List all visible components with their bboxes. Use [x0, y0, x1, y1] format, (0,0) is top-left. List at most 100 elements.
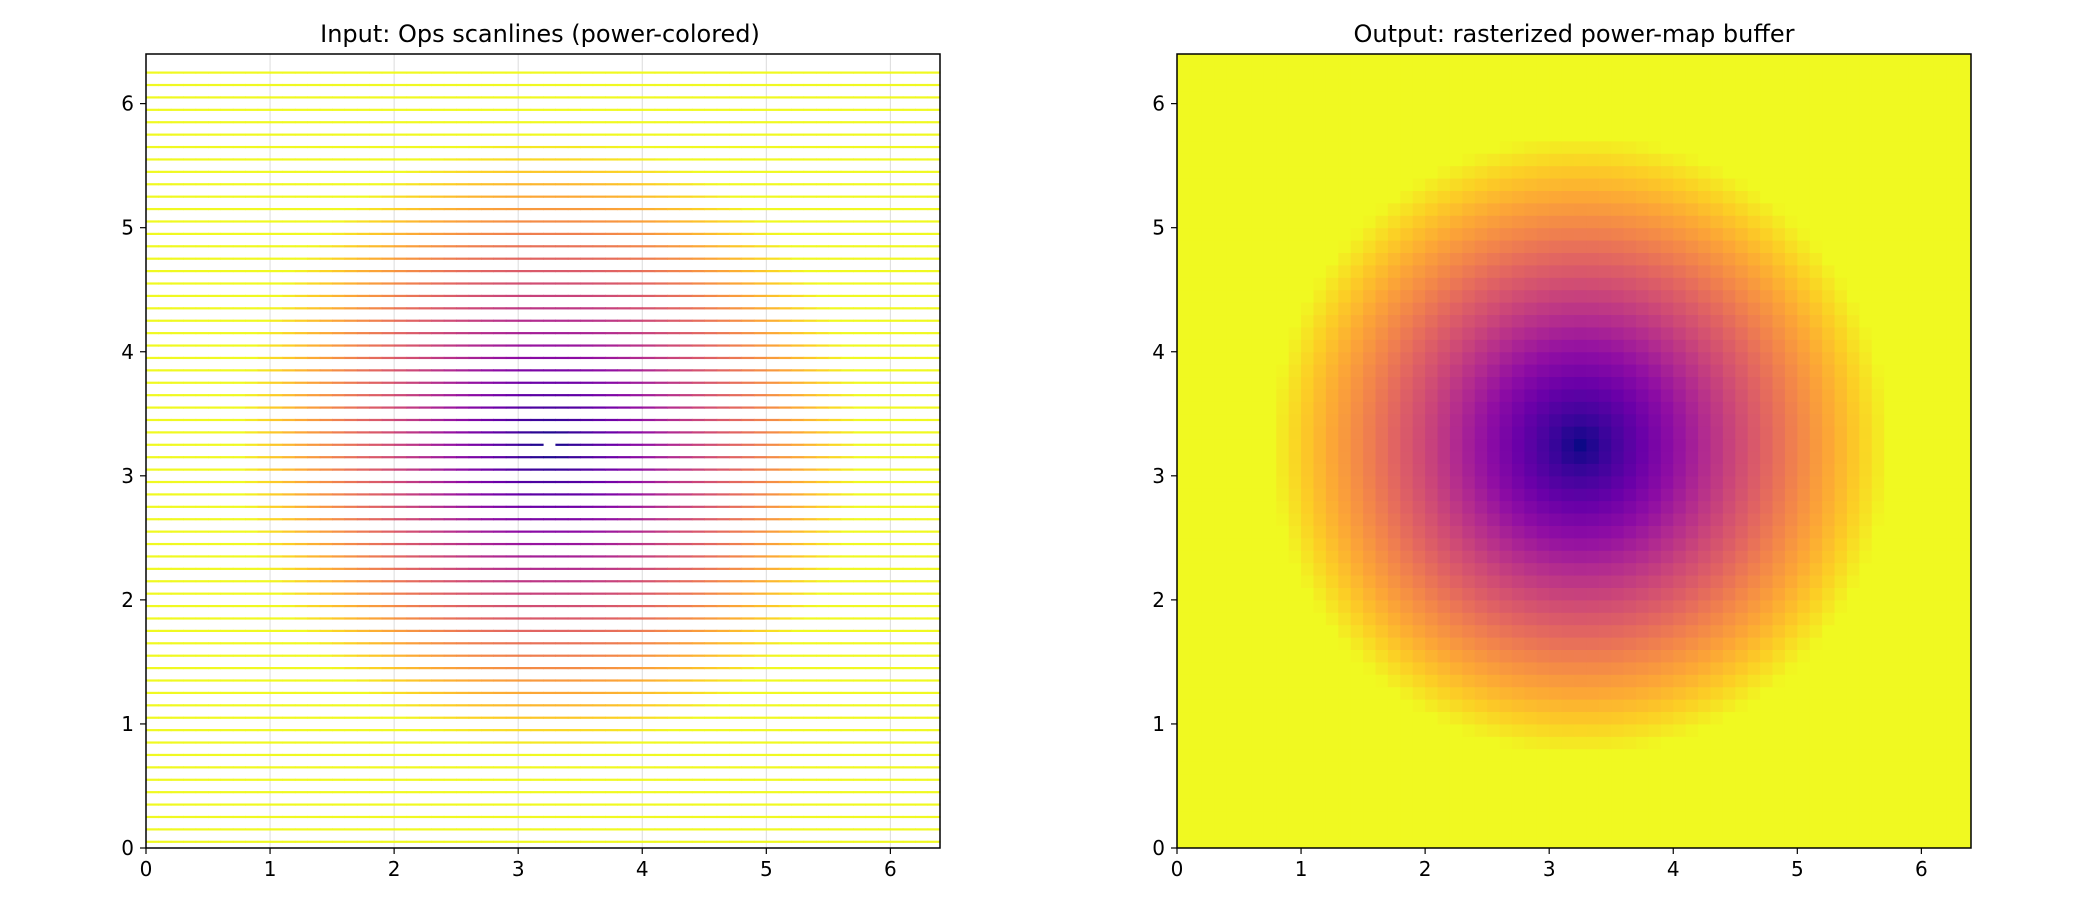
- heatmap-cell: [1710, 835, 1724, 849]
- heatmap-cell: [1946, 798, 1960, 812]
- heatmap-cell: [1437, 798, 1451, 812]
- heatmap-cell: [1412, 748, 1426, 762]
- heatmap-cell: [1933, 810, 1947, 824]
- heatmap-cell: [1871, 699, 1885, 713]
- heatmap-cell: [1933, 736, 1947, 750]
- heatmap-cell: [1462, 798, 1476, 812]
- heatmap-cell: [1884, 723, 1898, 737]
- heatmap-cell: [1549, 835, 1563, 849]
- heatmap-cell: [1772, 723, 1786, 737]
- heatmap-cell: [1623, 736, 1637, 750]
- heatmap-cell: [1263, 785, 1277, 799]
- heatmap-cell: [1772, 736, 1786, 750]
- heatmap-cell: [1338, 785, 1352, 799]
- heatmap-cell: [1325, 686, 1339, 700]
- heatmap-cell: [1325, 736, 1339, 750]
- heatmap-cell: [1859, 761, 1873, 775]
- heatmap-cell: [1747, 761, 1761, 775]
- heatmap-cell: [1536, 748, 1550, 762]
- heatmap-cell: [1263, 686, 1277, 700]
- heatmap-cell: [1760, 736, 1773, 750]
- heatmap-cell: [1698, 686, 1711, 700]
- heatmap-cell: [1822, 686, 1836, 700]
- heatmap-cell: [1722, 773, 1736, 787]
- heatmap-cell: [1201, 711, 1215, 725]
- heatmap-cell: [1549, 699, 1563, 713]
- heatmap-cell: [1301, 686, 1314, 700]
- heatmap-cell: [1251, 798, 1265, 812]
- heatmap-cell: [1288, 810, 1302, 824]
- heatmap-cell: [1325, 773, 1339, 787]
- heatmap-cell: [1908, 699, 1922, 713]
- heatmap-cell: [1908, 773, 1922, 787]
- heatmap-cell: [1177, 835, 1190, 849]
- heatmap-cell: [1958, 699, 1972, 713]
- heatmap-cell: [1896, 835, 1910, 849]
- heatmap-cell: [1598, 723, 1612, 737]
- heatmap-cell: [1586, 773, 1600, 787]
- heatmap-cell: [1946, 736, 1960, 750]
- heatmap-cell: [1301, 723, 1314, 737]
- heatmap-cell: [1921, 785, 1935, 799]
- heatmap-cell: [1772, 699, 1786, 713]
- heatmap-cell: [1574, 686, 1587, 700]
- heatmap-cell: [1561, 723, 1575, 737]
- heatmap-cell: [1239, 773, 1252, 787]
- heatmap-cell: [1338, 711, 1352, 725]
- heatmap-cell: [1871, 761, 1885, 775]
- heatmap-cell: [1611, 823, 1625, 837]
- heatmap-cell: [1375, 711, 1389, 725]
- heatmap-cell: [1201, 785, 1215, 799]
- heatmap-cell: [1884, 699, 1898, 713]
- heatmap-cell: [1797, 686, 1811, 700]
- heatmap-cell: [1338, 773, 1352, 787]
- heatmap-cell: [1735, 773, 1749, 787]
- heatmap-cell: [1239, 835, 1252, 849]
- heatmap-cell: [1784, 785, 1798, 799]
- heatmap-cell: [1189, 699, 1203, 713]
- heatmap-cell: [1946, 711, 1960, 725]
- heatmap-cell: [1375, 699, 1389, 713]
- heatmap-cell: [1226, 761, 1240, 775]
- heatmap-cell: [1958, 823, 1972, 837]
- heatmap-cell: [1549, 748, 1563, 762]
- heatmap-cell: [1536, 798, 1550, 812]
- heatmap-cell: [1561, 699, 1575, 713]
- heatmap-cell: [1859, 773, 1873, 787]
- scanline-plot-area: [145, 54, 941, 848]
- heatmap-cell: [1511, 798, 1525, 812]
- heatmap-cell: [1474, 835, 1488, 849]
- heatmap-cell: [1809, 736, 1823, 750]
- heatmap-cell: [1524, 674, 1538, 688]
- heatmap-cell: [1574, 761, 1587, 775]
- heatmap-cell: [1908, 686, 1922, 700]
- heatmap-cell: [1673, 699, 1687, 713]
- heatmap-cell: [1263, 674, 1277, 688]
- heatmap-cell: [1177, 785, 1190, 799]
- heatmap-cell: [1797, 736, 1811, 750]
- heatmap-cell: [1400, 699, 1414, 713]
- heatmap-cell: [1946, 748, 1960, 762]
- heatmap-cell: [1263, 810, 1277, 824]
- heatmap-cell: [1511, 835, 1525, 849]
- heatmap-cell: [1487, 736, 1501, 750]
- heatmap-cell: [1586, 798, 1600, 812]
- heatmap-cell: [1698, 711, 1711, 725]
- heatmap-cell: [1921, 835, 1935, 849]
- heatmap-cell: [1846, 773, 1860, 787]
- heatmap-cell: [1325, 748, 1339, 762]
- heatmap-cell: [1636, 761, 1649, 775]
- heatmap-cell: [1189, 674, 1203, 688]
- heatmap-cell: [1239, 711, 1252, 725]
- heatmap-cell: [1784, 748, 1798, 762]
- heatmap-cell: [1251, 711, 1265, 725]
- heatmap-cell: [1673, 686, 1687, 700]
- heatmap-cell: [1462, 674, 1476, 688]
- heatmap-cell: [1400, 736, 1414, 750]
- heatmap-cell: [1313, 761, 1327, 775]
- heatmap-cell: [1722, 835, 1736, 849]
- heatmap-cell: [1511, 674, 1525, 688]
- x-tick-label: 1: [264, 857, 277, 881]
- heatmap-cell: [1177, 773, 1190, 787]
- heatmap-cell: [1375, 761, 1389, 775]
